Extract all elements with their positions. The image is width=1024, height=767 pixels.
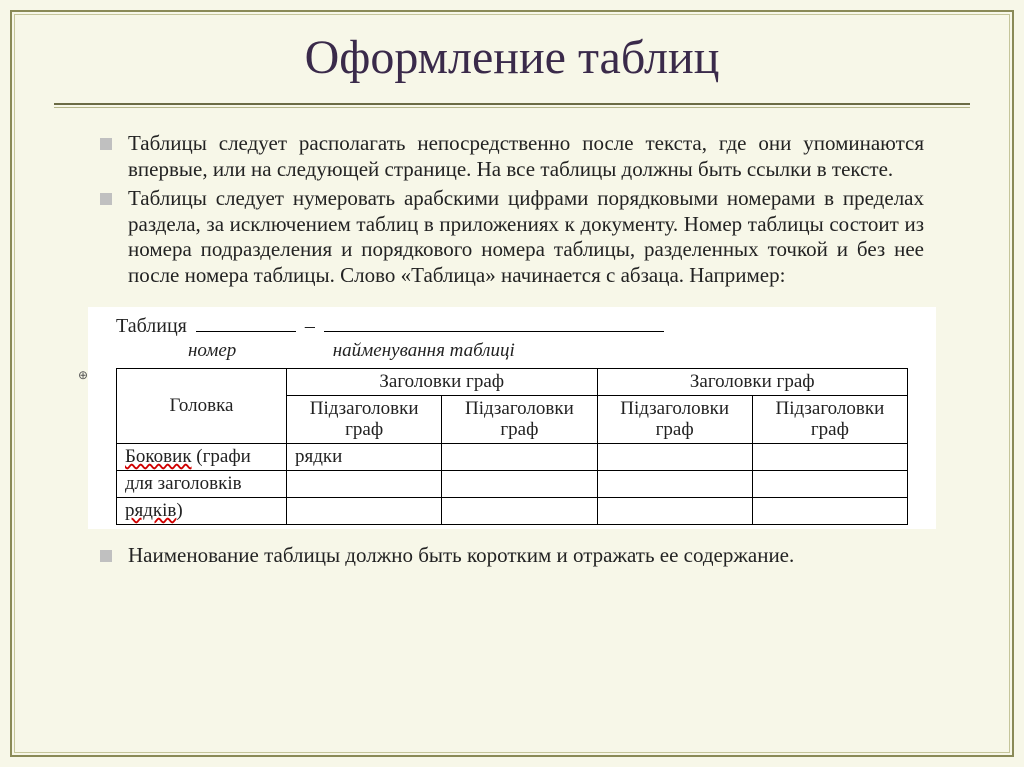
bullet-item: Наименование таблицы должно быть коротки… xyxy=(100,543,924,569)
bullet-list: Таблицы следует располагать непосредстве… xyxy=(100,131,924,289)
slide: Оформление таблиц Таблицы следует распол… xyxy=(0,0,1024,767)
slide-content: Таблицы следует располагать непосредстве… xyxy=(0,131,1024,568)
wavy-text: рядків xyxy=(125,500,176,521)
cell-empty xyxy=(442,444,597,471)
cell-empty xyxy=(287,497,442,524)
caption-subrow: номер найменування таблиці xyxy=(116,340,908,362)
side-text: (графи xyxy=(192,446,251,467)
table-row: для заголовків xyxy=(117,471,908,498)
cell-empty xyxy=(287,471,442,498)
cell-empty xyxy=(442,497,597,524)
cell-zag-graf: Заголовки граф xyxy=(287,368,598,395)
blank-name xyxy=(324,331,664,332)
title-rule xyxy=(54,103,970,107)
cell-ryadki: рядки xyxy=(287,444,442,471)
cell-zag-graf: Заголовки граф xyxy=(597,368,908,395)
slide-title: Оформление таблиц xyxy=(0,30,1024,85)
cell-pidzag-graf: Підзаголовки граф xyxy=(752,395,907,444)
sub-naim: найменування таблиці xyxy=(333,340,515,362)
table-row: рядків) xyxy=(117,497,908,524)
structure-table: Головка Заголовки граф Заголовки граф Пі… xyxy=(116,368,908,525)
bullet-item: Таблицы следует располагать непосредстве… xyxy=(100,131,924,182)
caption-word: Таблиця xyxy=(116,315,187,337)
cell-side: Боковик (графи xyxy=(117,444,287,471)
cell-golovka: Головка xyxy=(117,368,287,444)
cell-pidzag-graf: Підзаголовки граф xyxy=(597,395,752,444)
caption-sep: – xyxy=(305,315,315,337)
cell-side: для заголовків xyxy=(117,471,287,498)
cell-empty xyxy=(442,471,597,498)
table-row: Головка Заголовки граф Заголовки граф xyxy=(117,368,908,395)
bullet-list: Наименование таблицы должно быть коротки… xyxy=(100,543,924,569)
cell-pidzag-graf: Підзаголовки граф xyxy=(287,395,442,444)
table-row: Боковик (графи рядки xyxy=(117,444,908,471)
cell-empty xyxy=(597,497,752,524)
sub-nomer: номер xyxy=(188,340,328,362)
cell-empty xyxy=(752,444,907,471)
cell-empty xyxy=(597,444,752,471)
wavy-text: Боковик xyxy=(125,446,192,467)
cell-empty xyxy=(752,471,907,498)
side-text: ) xyxy=(176,500,182,521)
blank-number xyxy=(196,331,296,332)
cell-empty xyxy=(597,471,752,498)
bullet-item: Таблицы следует нумеровать арабскими циф… xyxy=(100,186,924,288)
anchor-icon: ⊕ xyxy=(78,368,88,383)
cell-pidzag-graf: Підзаголовки граф xyxy=(442,395,597,444)
table-example-block: Таблиця – номер найменування таблиці ⊕ Г… xyxy=(88,307,936,529)
cell-side: рядків) xyxy=(117,497,287,524)
table-caption-row: Таблиця – xyxy=(116,315,908,338)
cell-empty xyxy=(752,497,907,524)
